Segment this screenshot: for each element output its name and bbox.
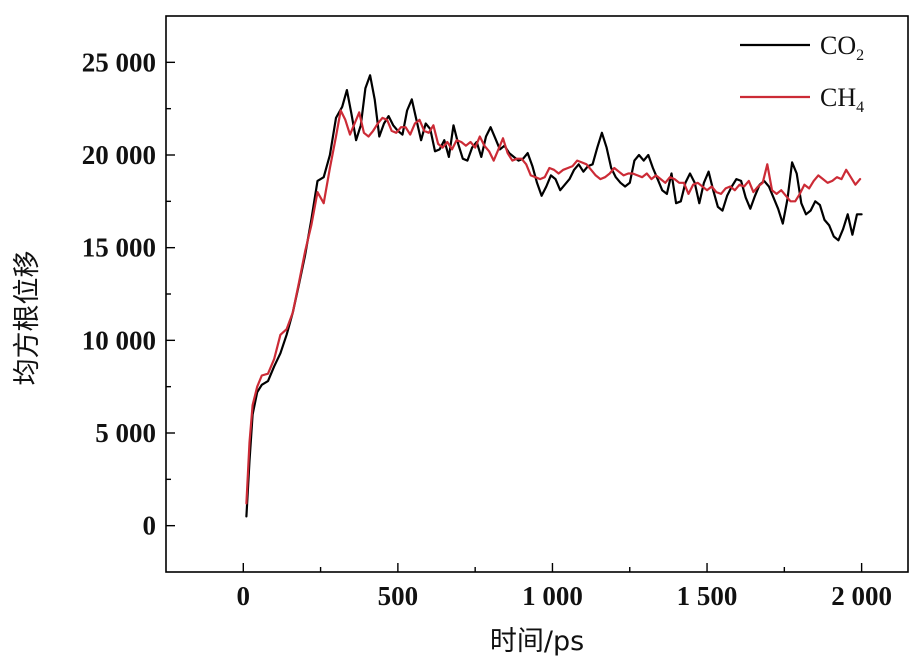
legend: CO2 CH4 — [740, 31, 864, 116]
x-tick-label: 500 — [378, 581, 419, 611]
y-tick-label: 15 000 — [82, 233, 156, 263]
series-line-co2 — [245, 74, 863, 518]
x-tick-label: 1 000 — [522, 581, 583, 611]
legend-label-co2-main: CO — [820, 31, 856, 60]
y-tick-label: 0 — [143, 511, 157, 541]
series-line-ch4 — [245, 109, 862, 505]
x-tick-label: 0 — [237, 581, 251, 611]
x-axis-title: 时间/ps — [490, 626, 584, 657]
y-tick-label: 25 000 — [82, 47, 156, 77]
y-tick-label: 5 000 — [95, 418, 156, 448]
legend-label-ch4-main: CH — [820, 83, 856, 112]
legend-label-ch4: CH4 — [820, 83, 864, 116]
legend-label-ch4-sub: 4 — [856, 99, 864, 116]
x-axis-ticks: 0 500 1 000 1 500 2 000 — [237, 563, 892, 611]
y-axis-ticks: 0 5 000 10 000 15 000 20 000 25 000 — [82, 47, 175, 541]
x-tick-label: 2 000 — [831, 581, 892, 611]
y-tick-label: 20 000 — [82, 140, 156, 170]
y-axis-title: 均方根位移 — [12, 251, 43, 386]
y-tick-label: 10 000 — [82, 325, 156, 355]
series-lines — [245, 74, 863, 518]
legend-label-co2-sub: 2 — [856, 47, 864, 64]
plot-frame — [165, 15, 909, 573]
legend-label-co2: CO2 — [820, 31, 864, 64]
x-tick-label: 1 500 — [677, 581, 738, 611]
